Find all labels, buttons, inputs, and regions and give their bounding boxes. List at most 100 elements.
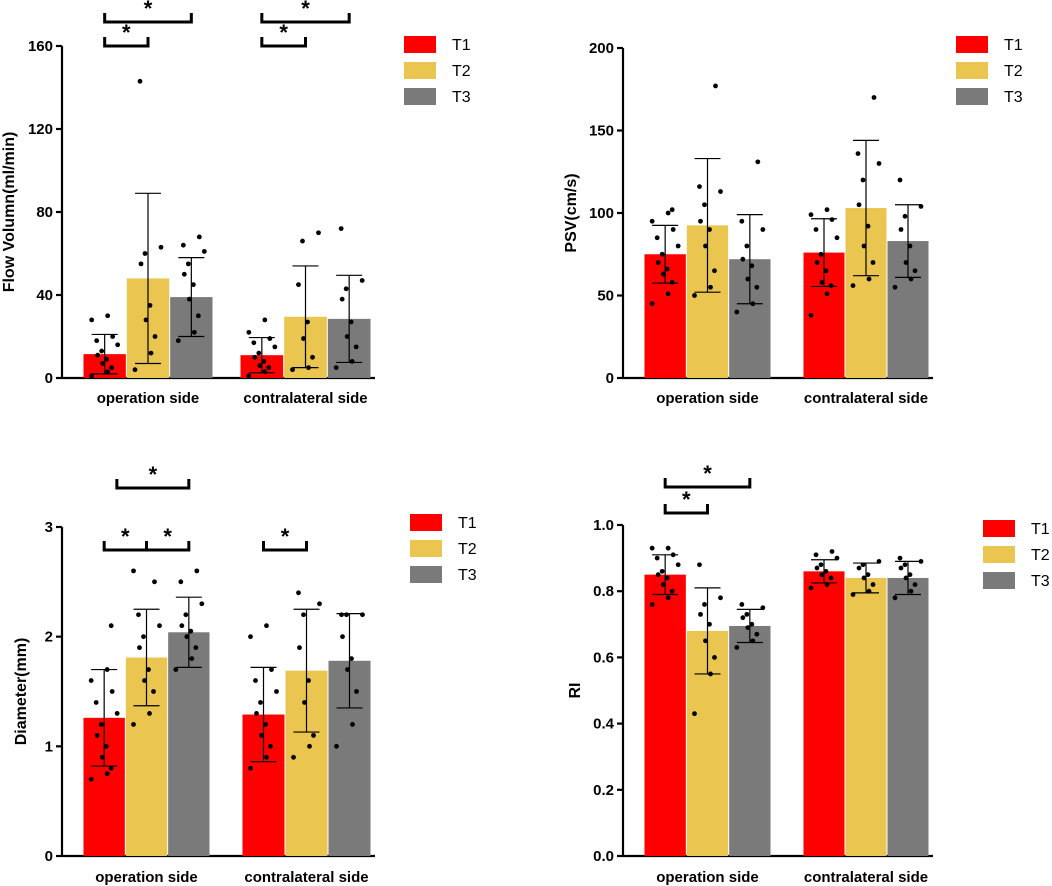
legend-swatch-t2 bbox=[983, 546, 1015, 563]
data-point bbox=[252, 354, 258, 360]
y-tick-label: 0.4 bbox=[593, 716, 615, 733]
data-point bbox=[749, 263, 755, 269]
y-axis-label: Flow Volumn(ml/min) bbox=[1, 132, 18, 293]
data-point bbox=[654, 235, 660, 241]
legend-label: T1 bbox=[458, 515, 477, 532]
legend-swatch-t1 bbox=[956, 36, 988, 53]
data-point bbox=[824, 207, 830, 213]
data-point bbox=[186, 296, 192, 302]
data-point bbox=[697, 184, 702, 190]
data-point bbox=[142, 678, 147, 683]
data-point bbox=[739, 602, 745, 607]
significance-star: * bbox=[121, 524, 130, 549]
data-point bbox=[349, 656, 354, 661]
data-point bbox=[307, 743, 312, 749]
data-point bbox=[267, 336, 273, 341]
data-point bbox=[813, 552, 819, 558]
data-point bbox=[903, 575, 909, 581]
data-point bbox=[670, 227, 676, 232]
y-tick-label: 50 bbox=[597, 288, 614, 305]
y-tick-label: 120 bbox=[28, 121, 53, 138]
bar-t3 bbox=[887, 577, 929, 856]
data-point bbox=[137, 645, 142, 651]
data-point bbox=[712, 268, 717, 274]
data-point bbox=[180, 242, 186, 248]
legend-label: T1 bbox=[1004, 37, 1023, 54]
data-point bbox=[291, 754, 296, 760]
data-point bbox=[670, 552, 676, 558]
y-tick-label: 0.8 bbox=[593, 583, 614, 600]
data-point bbox=[870, 582, 876, 587]
data-point bbox=[195, 313, 201, 319]
significance-star: * bbox=[149, 462, 158, 487]
significance-star: * bbox=[682, 487, 691, 512]
data-point bbox=[814, 260, 820, 265]
data-point bbox=[664, 266, 670, 272]
data-point bbox=[655, 260, 661, 265]
data-point bbox=[654, 555, 660, 561]
data-point bbox=[114, 711, 120, 716]
significance-bracket bbox=[663, 504, 709, 515]
data-point bbox=[734, 309, 740, 315]
legend-label: T1 bbox=[1031, 521, 1050, 538]
data-point bbox=[94, 338, 100, 344]
data-point bbox=[760, 227, 766, 232]
data-point bbox=[264, 754, 269, 760]
data-point bbox=[196, 234, 202, 240]
bar-t1 bbox=[644, 574, 686, 856]
data-point bbox=[669, 279, 675, 285]
data-point bbox=[912, 582, 918, 587]
y-tick-label: 0 bbox=[45, 848, 53, 865]
data-point bbox=[360, 612, 365, 618]
data-point bbox=[713, 83, 718, 89]
data-point bbox=[718, 595, 723, 601]
category-label: operation side bbox=[95, 869, 198, 886]
data-point bbox=[296, 590, 301, 596]
data-point bbox=[813, 227, 819, 232]
data-point bbox=[256, 350, 262, 356]
data-point bbox=[659, 251, 665, 257]
data-point bbox=[708, 671, 713, 677]
data-point bbox=[248, 765, 253, 771]
data-point bbox=[290, 367, 295, 373]
data-point bbox=[664, 575, 670, 581]
data-point bbox=[268, 743, 273, 749]
data-point bbox=[675, 562, 681, 568]
category-label: contralateral side bbox=[804, 869, 928, 886]
data-point bbox=[316, 230, 321, 236]
category-label: contralateral side bbox=[243, 390, 367, 407]
data-point bbox=[201, 249, 207, 254]
data-point bbox=[108, 623, 114, 629]
y-tick-label: 2 bbox=[45, 629, 53, 646]
data-point bbox=[856, 565, 862, 571]
data-point bbox=[142, 251, 148, 256]
y-tick-label: 1 bbox=[45, 738, 53, 755]
data-point bbox=[669, 588, 675, 594]
data-point bbox=[918, 204, 924, 209]
data-point bbox=[907, 572, 913, 578]
data-point bbox=[189, 656, 195, 661]
significance-star: * bbox=[144, 0, 153, 21]
data-point bbox=[264, 623, 269, 629]
data-point bbox=[829, 217, 835, 223]
chart-ri: 0.0 0.2 0.4 0.6 0.8 1.0 RI operation side contra… bbox=[567, 461, 1050, 886]
category-label: contralateral side bbox=[244, 869, 368, 886]
data-point bbox=[146, 667, 151, 672]
significance-star: * bbox=[279, 20, 288, 45]
data-point bbox=[297, 645, 302, 651]
data-point bbox=[89, 317, 95, 323]
legend-label: T2 bbox=[452, 63, 471, 80]
data-point bbox=[823, 268, 829, 274]
data-point bbox=[814, 565, 820, 571]
data-point bbox=[131, 568, 136, 574]
data-point bbox=[253, 678, 258, 683]
data-point bbox=[183, 612, 189, 618]
data-point bbox=[115, 342, 121, 348]
data-point bbox=[274, 689, 279, 694]
data-point bbox=[157, 623, 162, 629]
data-point bbox=[808, 312, 814, 318]
data-point bbox=[340, 634, 345, 640]
data-point bbox=[850, 283, 856, 288]
data-point bbox=[745, 276, 751, 282]
data-point bbox=[258, 700, 263, 705]
